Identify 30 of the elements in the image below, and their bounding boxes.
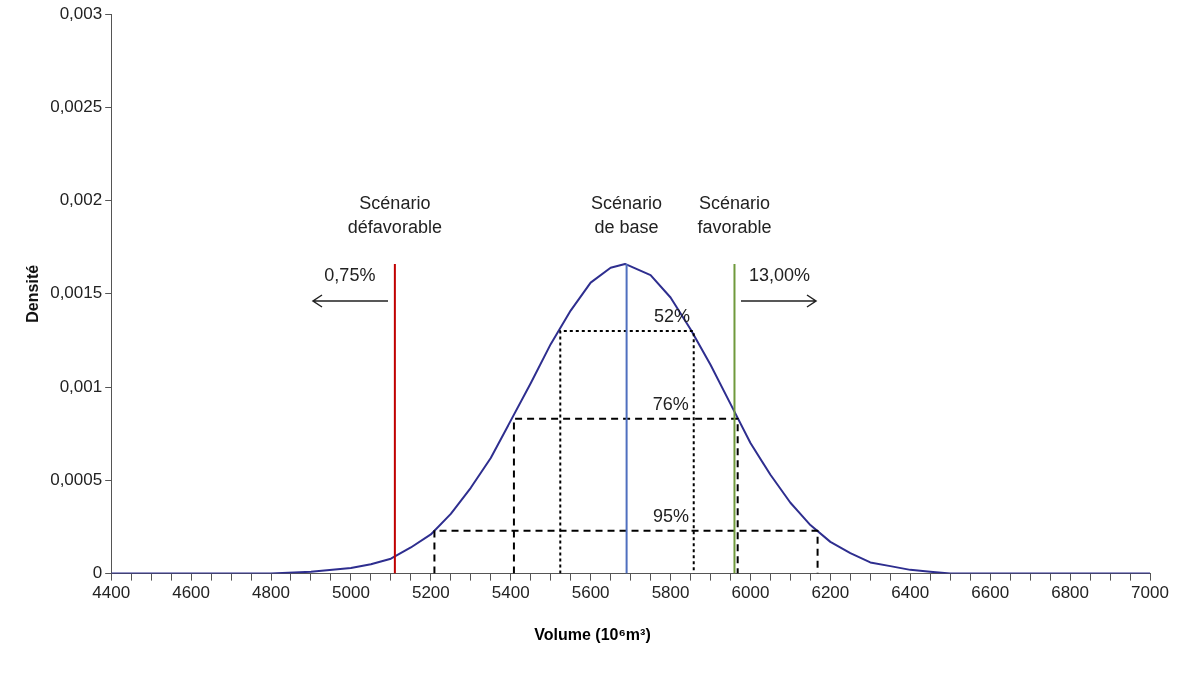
x-axis-title: Volume (10⁶m³): [533, 625, 652, 644]
text: Scénario de base: [591, 192, 663, 237]
y-tick-label: 0,0025: [50, 96, 103, 116]
annotation: 0,75%: [324, 264, 376, 285]
x-tick-label: 7000: [1131, 583, 1169, 603]
y-tick-label: 0,003: [59, 3, 103, 23]
y-tick-label: 0: [92, 563, 103, 583]
x-tick-label: 6600: [971, 583, 1010, 603]
y-axis-title: Densité: [24, 264, 42, 323]
x-tick-label: 4400: [92, 583, 131, 603]
x-tick-label: 6800: [1051, 583, 1090, 603]
x-tick-label: 6000: [731, 583, 770, 603]
x-tick-label: 4800: [252, 583, 290, 603]
y-tick-label: 0,0005: [50, 470, 103, 490]
text: Scénario favorable: [697, 192, 772, 237]
x-tick-label: 6200: [811, 583, 850, 603]
x-tick-label: 5600: [571, 583, 610, 603]
x-tick-label: 5000: [332, 583, 370, 603]
x-tick-label: 5200: [411, 583, 450, 603]
annotation: 13,00%: [748, 264, 811, 285]
x-tick-label: 4600: [172, 583, 211, 603]
series-label: 95%: [652, 505, 690, 526]
y-tick-label: 0,002: [59, 190, 103, 210]
y-tick-label: 0,001: [59, 376, 103, 396]
series-label: 76%: [652, 393, 689, 414]
text: Scénario défavorable: [347, 192, 442, 237]
x-tick-label: 5800: [651, 583, 690, 603]
x-tick-label: 5400: [491, 583, 530, 603]
y-tick-label: 0,0015: [50, 283, 103, 303]
x-tick-label: 6400: [891, 583, 930, 603]
